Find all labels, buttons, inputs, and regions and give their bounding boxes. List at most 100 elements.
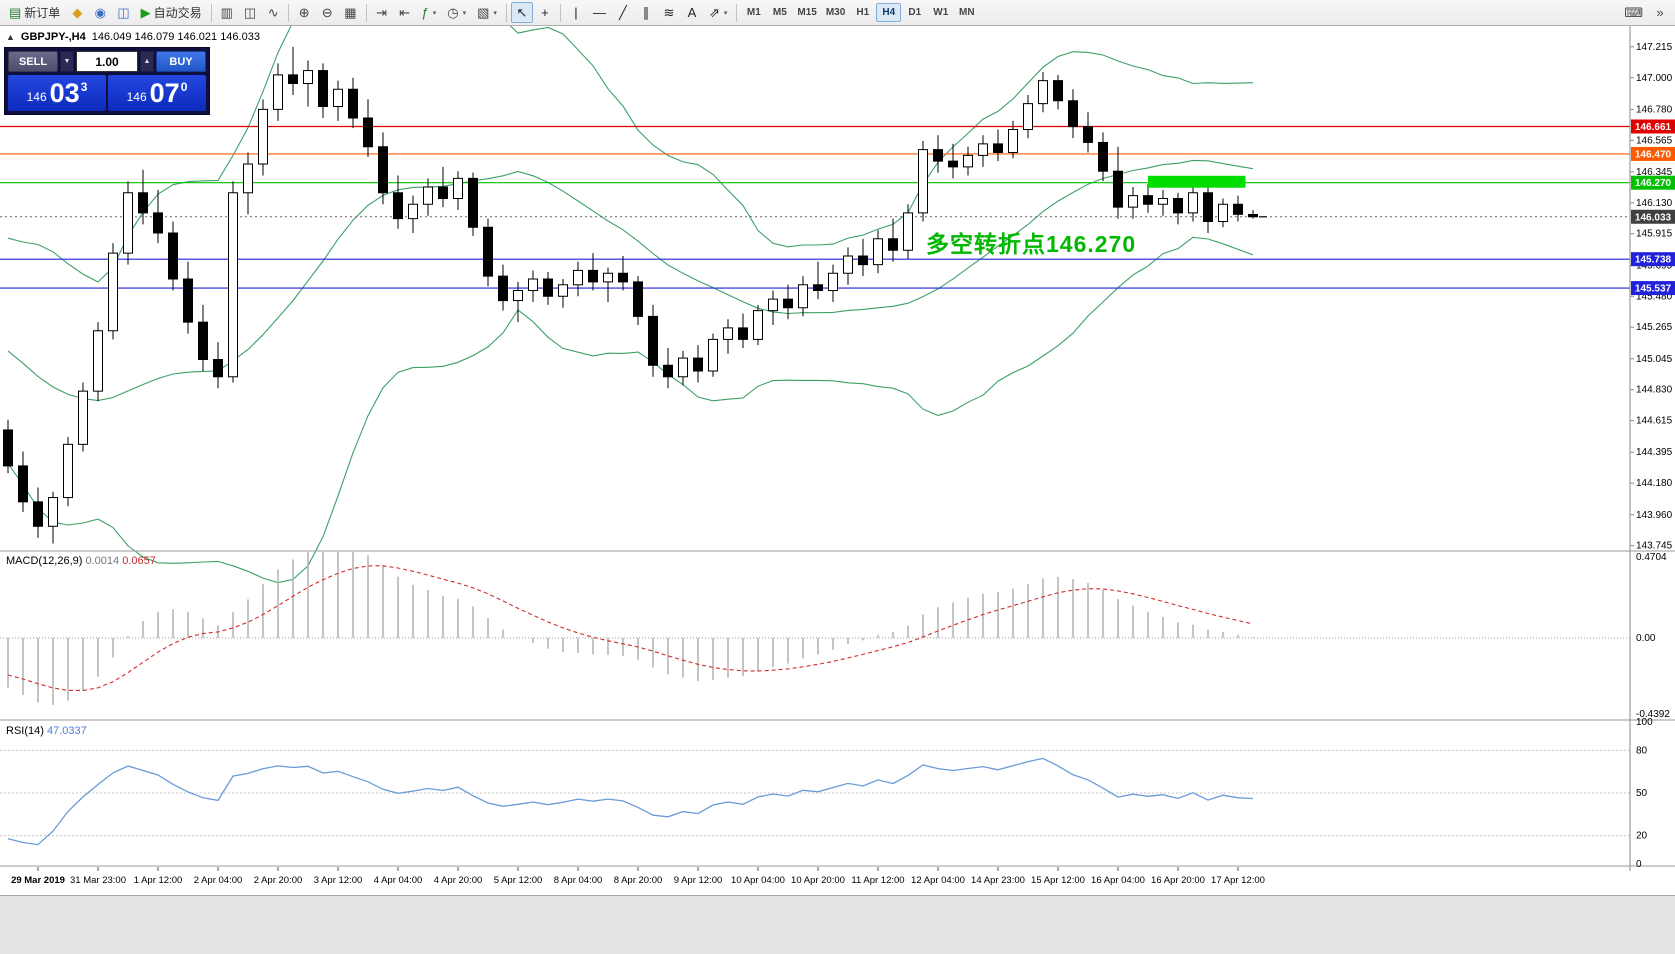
candlestick-chart-icon[interactable]: ◫ <box>239 2 261 23</box>
timeframe-button-m5[interactable]: M5 <box>767 3 792 22</box>
time-axis-label: 3 Apr 12:00 <box>313 875 363 886</box>
price-axis: 147.215 147.000 146.780 146.565 146.345 146.1… <box>1629 26 1673 871</box>
dropdown-caret-icon[interactable]: ▾ <box>462 9 467 17</box>
svg-text:144.830: 144.830 <box>1636 385 1673 396</box>
auto-trading-button[interactable]: ▶ 自动交易 <box>136 2 207 23</box>
arrow-objects-icon[interactable]: ⇗ ▾ <box>704 2 732 23</box>
bar-chart-icon[interactable]: ▥ <box>216 2 238 23</box>
chart-window[interactable]: 147.215 147.000 146.780 146.565 146.345 146.1… <box>0 26 1675 895</box>
price-tags: 146.661 146.470 146.270 145.738 145.537 146.0… <box>1631 119 1675 296</box>
chart-shift-icon[interactable]: ⇤ <box>394 2 416 23</box>
toolbar-options-icon[interactable]: » <box>1649 2 1671 23</box>
svg-text:145.045: 145.045 <box>1636 354 1673 365</box>
input-language-icon[interactable]: ⌨ <box>1619 2 1648 23</box>
zoom-out-icon[interactable]: ⊖ <box>316 2 338 23</box>
timeframe-button-mn[interactable]: MN <box>954 3 979 22</box>
timeframe-button-d1[interactable]: D1 <box>902 3 927 22</box>
timeframe-button-h4[interactable]: H4 <box>876 3 902 22</box>
dropdown-caret-icon[interactable]: ▾ <box>493 9 497 17</box>
auto-trading-button: ▶ <box>140 5 151 20</box>
timeframe-button-w1[interactable]: W1 <box>928 3 953 22</box>
svg-text:145.265: 145.265 <box>1636 322 1673 333</box>
periods-icon: ◷ <box>447 5 459 20</box>
svg-text:143.960: 143.960 <box>1636 510 1673 521</box>
bottom-strip <box>0 895 1675 954</box>
new-order-button-label: 新订单 <box>24 6 61 20</box>
svg-text:-0.4392: -0.4392 <box>1636 709 1670 720</box>
channel-icon[interactable]: ∥ <box>635 2 657 23</box>
sell-price-prefix: 146 <box>26 90 47 104</box>
macd-indicator-label: MACD(12,26,9) 0.0014 0.0657 <box>6 555 156 567</box>
periods-icon[interactable]: ◷ ▾ <box>442 2 471 23</box>
sell-button[interactable]: SELL <box>8 51 58 72</box>
vertical-line-icon[interactable]: | <box>565 2 587 23</box>
dropdown-caret-icon[interactable]: ▾ <box>432 9 437 17</box>
svg-text:144.395: 144.395 <box>1636 447 1673 458</box>
svg-text:145.915: 145.915 <box>1636 229 1673 240</box>
arrow-objects-icon: ⇗ <box>708 5 720 20</box>
svg-text:146.470: 146.470 <box>1635 149 1672 160</box>
buy-button[interactable]: BUY <box>156 51 206 72</box>
horizontal-line-icon[interactable]: — <box>588 2 611 23</box>
zoom-in-icon[interactable]: ⊕ <box>293 2 315 23</box>
toolbar-separator <box>559 3 561 22</box>
macd-signal-value: 0.0657 <box>122 555 156 567</box>
volume-input[interactable] <box>76 51 138 72</box>
time-axis-label: 15 Apr 12:00 <box>1031 875 1085 886</box>
data-window-icon[interactable]: ◉ <box>89 2 111 23</box>
line-chart-icon[interactable]: ∿ <box>262 2 284 23</box>
chart-text-annotation: 多空转折点146.270 <box>926 231 1137 257</box>
rsi-value: 47.0337 <box>46 725 87 737</box>
candlesticks <box>3 46 1267 544</box>
timeframe-button-m1[interactable]: M1 <box>741 3 766 22</box>
text-icon[interactable]: A <box>681 2 703 23</box>
trendline-icon[interactable]: ╱ <box>612 2 634 23</box>
svg-text:20: 20 <box>1636 831 1648 842</box>
svg-text:80: 80 <box>1636 745 1648 756</box>
timeframe-button-h1[interactable]: H1 <box>850 3 875 22</box>
svg-text:145.738: 145.738 <box>1635 255 1672 266</box>
timeframe-button-m30[interactable]: M30 <box>822 3 849 22</box>
fibonacci-icon[interactable]: ≋ <box>658 2 680 23</box>
one-click-collapse-icon[interactable]: ▲ <box>6 32 15 42</box>
dropdown-caret-icon[interactable]: ▾ <box>723 9 728 17</box>
bar-chart-icon: ▥ <box>220 5 233 20</box>
time-axis-label: 5 Apr 12:00 <box>493 875 543 886</box>
toolbar-separator <box>288 3 290 22</box>
zoom-in-icon: ⊕ <box>298 5 310 20</box>
chart-symbol-info: ▲ GBPJPY-,H4 146.049 146.079 146.021 146… <box>6 31 260 43</box>
volume-increase-button[interactable]: ▲ <box>140 51 154 72</box>
macd-name: MACD(12,26,9) <box>6 555 83 567</box>
horizontal-line-icon: — <box>592 5 606 20</box>
panel-separators[interactable] <box>0 550 1675 867</box>
toolbar-separator <box>365 3 367 22</box>
crosshair-icon: + <box>541 5 549 20</box>
svg-text:146.033: 146.033 <box>1635 212 1672 223</box>
indicators-icon[interactable]: ƒ ▾ <box>417 2 442 23</box>
toolbar-options-icon: » <box>1656 5 1664 20</box>
tile-windows-icon: ▦ <box>344 5 357 20</box>
chart-canvas[interactable]: 147.215 147.000 146.780 146.565 146.345 146.1… <box>0 26 1675 895</box>
time-axis-label: 29 Mar 2019 <box>11 875 65 886</box>
tile-windows-icon[interactable]: ▦ <box>339 2 361 23</box>
time-ticks <box>37 867 1239 871</box>
buy-price-big: 07 <box>149 77 180 108</box>
auto-scroll-icon[interactable]: ⇥ <box>371 2 393 23</box>
navigator-icon[interactable]: ◫ <box>112 2 134 23</box>
timeframe-button-m15[interactable]: M15 <box>793 3 820 22</box>
time-axis-label: 17 Apr 12:00 <box>1211 875 1265 886</box>
buy-price[interactable]: 146 07 0 <box>108 75 206 111</box>
volume-decrease-button[interactable]: ▼ <box>60 51 74 72</box>
buy-price-sup: 0 <box>180 80 188 94</box>
templates-icon[interactable]: ▧ ▾ <box>472 2 502 23</box>
market-watch-icon[interactable]: ◆ <box>66 2 88 23</box>
new-order-button[interactable]: ▤ 新订单 <box>4 2 65 23</box>
auto-trading-button-label: 自动交易 <box>153 6 202 20</box>
horizontal-level-lines[interactable] <box>0 125 1630 289</box>
cursor-icon[interactable]: ↖ <box>510 2 533 23</box>
crosshair-icon[interactable]: + <box>534 2 556 23</box>
sell-price[interactable]: 146 03 3 <box>8 75 106 111</box>
time-axis-label: 2 Apr 04:00 <box>193 875 243 886</box>
sell-price-sup: 3 <box>80 80 88 94</box>
highlight-rectangle[interactable] <box>1148 175 1246 188</box>
